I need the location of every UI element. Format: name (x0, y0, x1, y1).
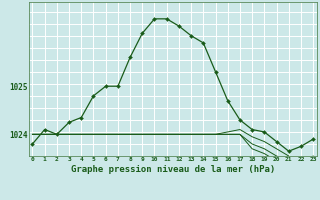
X-axis label: Graphe pression niveau de la mer (hPa): Graphe pression niveau de la mer (hPa) (71, 165, 275, 174)
